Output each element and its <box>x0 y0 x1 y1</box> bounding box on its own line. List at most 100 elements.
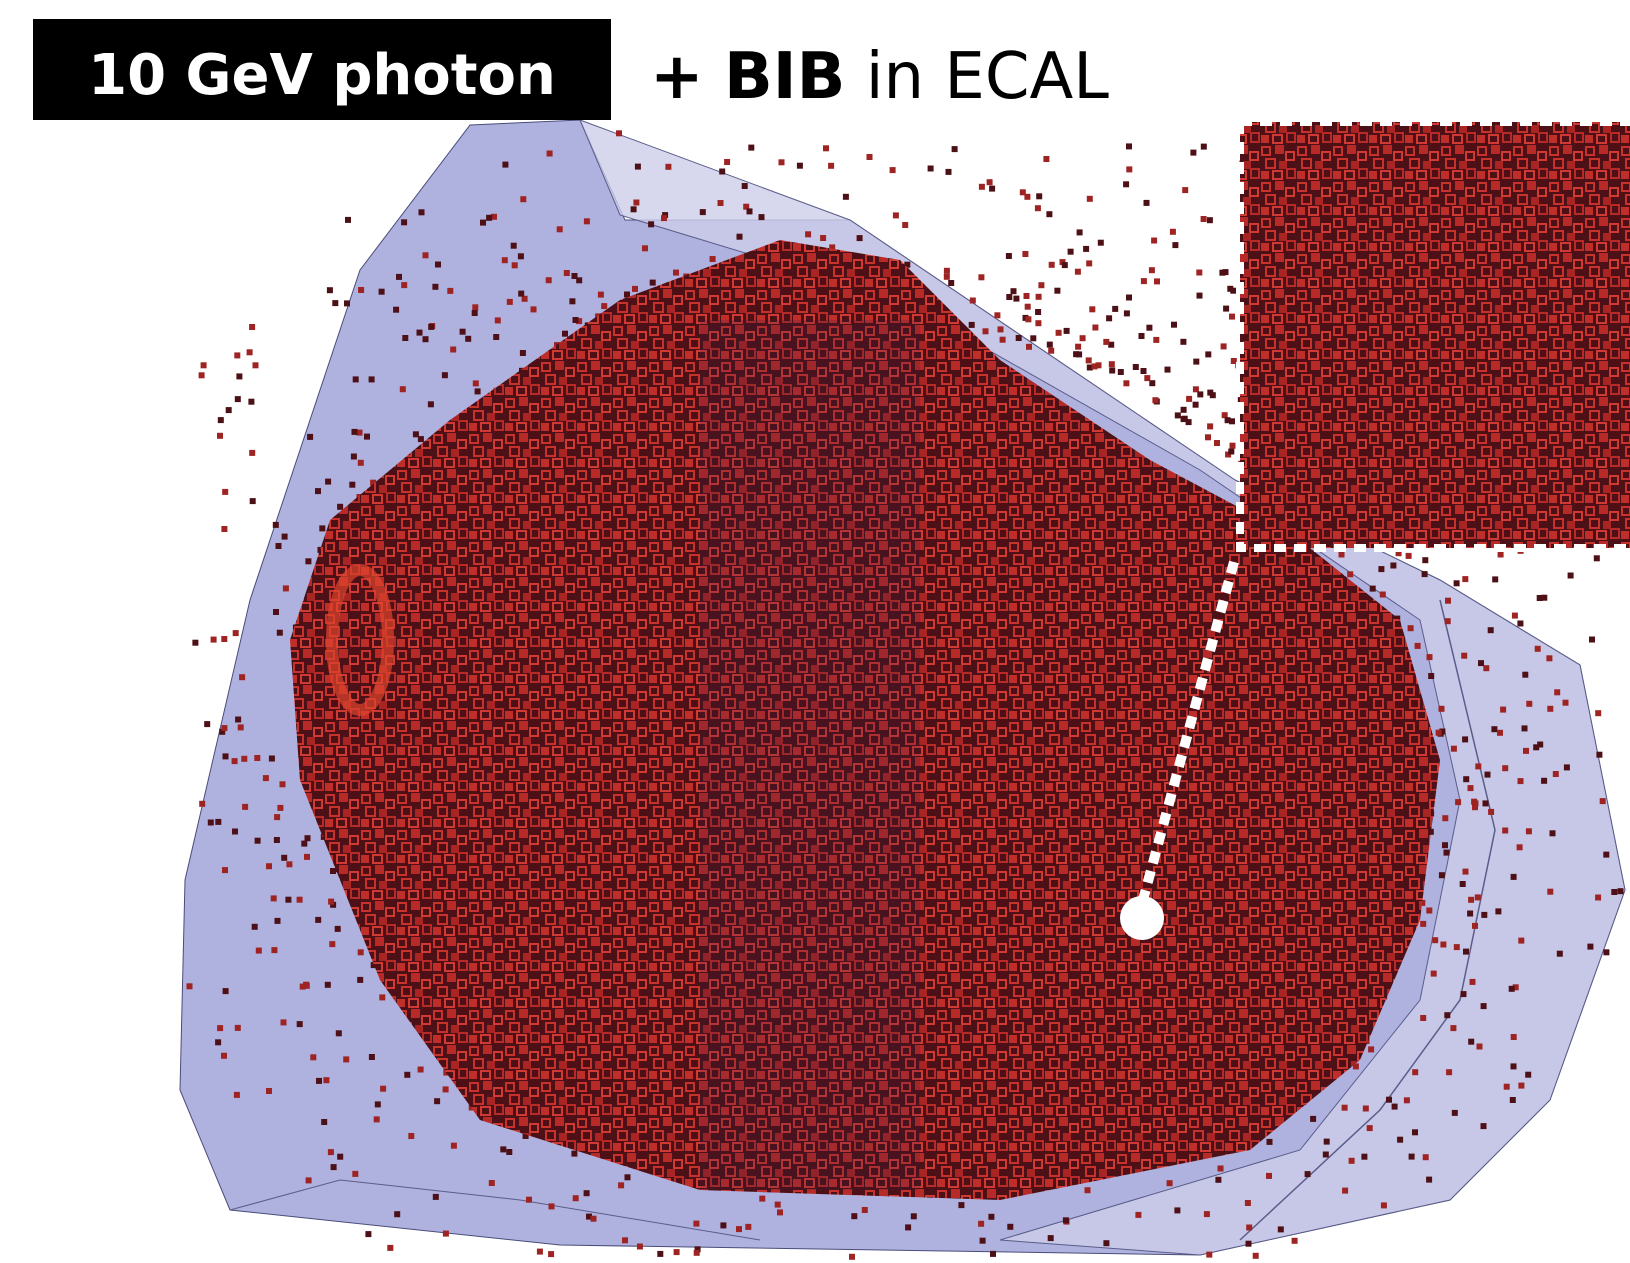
hit <box>275 918 281 924</box>
hit <box>616 130 622 136</box>
hit <box>1363 1106 1369 1112</box>
hit <box>632 286 638 292</box>
hit <box>1152 397 1158 403</box>
hit <box>1024 293 1030 299</box>
hit <box>352 429 358 435</box>
hit <box>1547 889 1553 895</box>
hit <box>1197 293 1203 299</box>
hit <box>1231 358 1237 364</box>
hit <box>1554 689 1560 695</box>
hit <box>277 630 283 636</box>
hit <box>1083 246 1089 252</box>
hit <box>306 1177 312 1183</box>
hit <box>1461 991 1467 997</box>
hit <box>1126 143 1132 149</box>
hit <box>304 854 310 860</box>
hit <box>1124 310 1130 316</box>
hit <box>250 498 256 504</box>
hit <box>1047 342 1053 348</box>
hit <box>1517 844 1523 850</box>
hit <box>1206 1252 1212 1258</box>
hit <box>336 1030 342 1036</box>
hit <box>283 585 289 591</box>
hit <box>584 1190 590 1196</box>
hit <box>520 196 526 202</box>
hit <box>400 386 406 392</box>
hit <box>1103 339 1109 345</box>
hit <box>238 724 244 730</box>
hit <box>266 1088 272 1094</box>
hit <box>1118 369 1124 375</box>
hit <box>254 755 260 761</box>
hit <box>1214 440 1220 446</box>
hit <box>1310 1116 1316 1122</box>
hit <box>1086 357 1092 363</box>
hit <box>475 388 481 394</box>
hit <box>358 460 364 466</box>
hit <box>742 183 748 189</box>
hit <box>1048 1235 1054 1241</box>
hit <box>759 1196 765 1202</box>
hit <box>1190 150 1196 156</box>
hit <box>745 1224 751 1230</box>
hit <box>255 838 261 844</box>
hit <box>274 814 280 820</box>
hit <box>187 983 193 989</box>
hit <box>428 324 434 330</box>
hit <box>546 277 552 283</box>
hit <box>233 630 239 636</box>
hit <box>1445 598 1451 604</box>
hit <box>1596 752 1602 758</box>
hit <box>1267 1139 1273 1145</box>
hit <box>380 1086 386 1092</box>
hit <box>573 317 579 323</box>
hit <box>204 721 210 727</box>
hit <box>591 1216 597 1222</box>
hit <box>217 433 223 439</box>
hit <box>1016 335 1022 341</box>
scene: 10 GeV photon + BIB in ECAL <box>0 0 1630 1263</box>
hit <box>1511 1063 1517 1069</box>
hit <box>235 1025 241 1031</box>
hit <box>564 270 570 276</box>
hit <box>710 256 716 262</box>
hit <box>1427 654 1433 660</box>
hit <box>1186 396 1192 402</box>
hit <box>1170 229 1176 235</box>
hit <box>1144 375 1150 381</box>
hit <box>1463 869 1469 875</box>
hit <box>1468 897 1474 903</box>
hit <box>502 257 508 263</box>
hit <box>1182 187 1188 193</box>
hit <box>526 1197 532 1203</box>
caption-bold: BIB <box>724 40 845 114</box>
hit <box>1349 1158 1355 1164</box>
hit <box>928 166 934 172</box>
hit <box>1460 881 1466 887</box>
hit <box>253 362 259 368</box>
hit <box>1392 1104 1398 1110</box>
hit <box>1504 1084 1510 1090</box>
hit <box>736 1226 742 1232</box>
hit <box>331 1164 337 1170</box>
hit <box>970 298 976 304</box>
hit <box>502 162 508 168</box>
hit <box>327 287 333 293</box>
hit <box>843 194 849 200</box>
hit <box>820 235 826 241</box>
hit <box>1180 339 1186 345</box>
hit <box>828 163 834 169</box>
hit <box>480 220 486 226</box>
hit <box>1446 1069 1452 1075</box>
hit <box>631 206 637 212</box>
caption-prefix: + <box>650 40 704 114</box>
hit <box>1030 335 1036 341</box>
hit <box>1135 1212 1141 1218</box>
hit <box>857 235 863 241</box>
hit <box>1292 1238 1298 1244</box>
hit <box>625 1174 631 1180</box>
hit <box>1478 660 1484 666</box>
hit <box>851 1213 857 1219</box>
hit <box>775 1202 781 1208</box>
hit <box>1228 449 1234 455</box>
